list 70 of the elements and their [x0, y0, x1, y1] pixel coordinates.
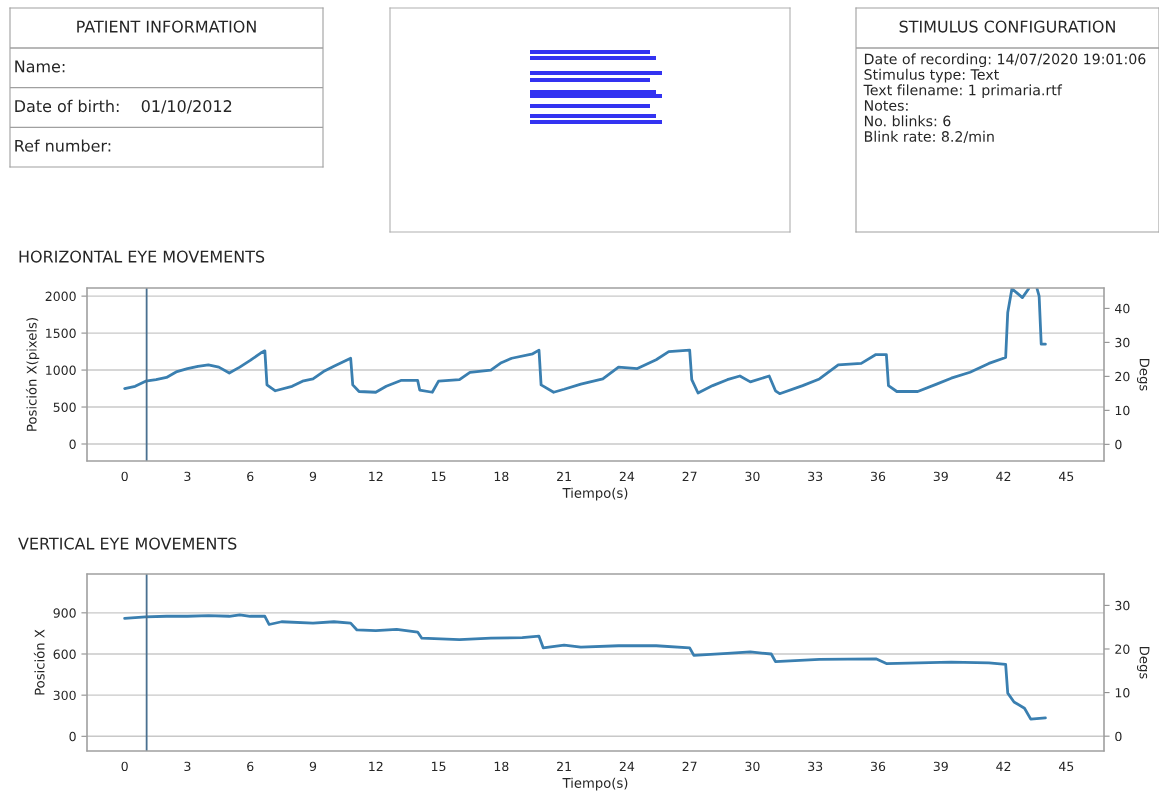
- text: Stimulus type: Text: [864, 68, 999, 83]
- y-tick-label: 500: [53, 402, 76, 412]
- x-tick-label: 45: [1058, 761, 1074, 772]
- x-axis-title: Tiempo(s): [562, 487, 628, 501]
- y2-tick-label: 0: [1115, 731, 1122, 742]
- x-tick-label: 12: [369, 471, 383, 481]
- x-tick-label: 36: [871, 761, 886, 772]
- text: PATIENT INFORMATION: [77, 20, 256, 33]
- x-tick-label: 12: [369, 761, 383, 771]
- text: STIMULUS CONFIGURATION: [899, 20, 1115, 33]
- y-tick-label: 1500: [46, 328, 76, 339]
- x-tick-label: 27: [682, 761, 697, 771]
- y2-tick-label: 30: [1115, 600, 1130, 611]
- y2-tick-label: 10: [1115, 688, 1130, 698]
- x-tick-label: 6: [247, 471, 254, 482]
- x-tick-label: 21: [557, 471, 571, 481]
- y-tick-label: 0: [69, 439, 76, 449]
- text: Blink rate: 8.2/min: [864, 130, 994, 143]
- y2-tick-label: 20: [1115, 371, 1130, 382]
- x-axis-title: Tiempo(s): [562, 777, 628, 791]
- x-tick-label: 6: [247, 761, 254, 772]
- y2-tick-label: 10: [1115, 405, 1130, 416]
- y2-tick-label: 40: [1115, 303, 1130, 314]
- x-tick-label: 9: [309, 471, 317, 482]
- text: Text filename: 1 primaria.rtf: [863, 84, 1063, 99]
- chart-title: VERTICAL EYE MOVEMENTS: [18, 537, 237, 550]
- y-axis-title: Posición X: [33, 629, 45, 695]
- x-tick-label: 30: [745, 471, 760, 482]
- text: Date of recording: 14/07/2020 19:01:06: [864, 53, 1146, 68]
- y-tick-label: 300: [53, 690, 76, 701]
- text: Name:: [15, 60, 65, 73]
- y2-axis-title: Degs: [1137, 359, 1150, 391]
- x-tick-label: 42: [996, 471, 1011, 481]
- x-tick-label: 42: [996, 761, 1011, 771]
- x-tick-label: 24: [619, 471, 635, 481]
- x-tick-label: 18: [494, 471, 509, 482]
- x-tick-label: 0: [121, 761, 128, 772]
- x-tick-label: 21: [557, 761, 571, 771]
- text: Ref number:: [15, 139, 111, 152]
- y2-tick-label: 0: [1115, 439, 1122, 450]
- text: Date of birth: 01/10/2012: [15, 99, 232, 114]
- x-tick-label: 27: [682, 471, 697, 481]
- y-tick-label: 900: [53, 608, 76, 618]
- y2-axis-title: Degs: [1137, 647, 1150, 679]
- x-tick-label: 36: [871, 471, 886, 482]
- x-tick-label: 15: [431, 471, 446, 482]
- y-tick-label: 2000: [45, 291, 76, 302]
- x-tick-label: 3: [184, 471, 191, 482]
- x-tick-label: 0: [121, 471, 128, 482]
- x-tick-label: 24: [619, 761, 635, 771]
- y-tick-label: 1000: [46, 365, 76, 375]
- x-tick-label: 15: [431, 761, 446, 772]
- x-tick-label: 18: [494, 761, 509, 772]
- y2-tick-label: 30: [1115, 337, 1130, 348]
- y-axis-title: Posición X(pixels): [25, 318, 40, 431]
- y-tick-label: 0: [69, 731, 76, 742]
- text: Notes:: [864, 100, 908, 111]
- x-tick-label: 39: [933, 761, 948, 772]
- x-tick-label: 9: [309, 761, 317, 772]
- x-tick-label: 30: [745, 761, 760, 772]
- x-tick-label: 33: [808, 761, 823, 772]
- chart-title: HORIZONTAL EYE MOVEMENTS: [19, 250, 265, 263]
- line-series: [123, 613, 1047, 721]
- text: No. blinks: 6: [864, 115, 951, 127]
- x-tick-label: 3: [184, 761, 191, 772]
- y2-tick-label: 20: [1115, 644, 1130, 654]
- x-tick-label: 45: [1058, 471, 1074, 482]
- x-tick-label: 33: [808, 471, 823, 482]
- x-tick-label: 39: [933, 471, 948, 482]
- y-tick-label: 600: [53, 649, 76, 659]
